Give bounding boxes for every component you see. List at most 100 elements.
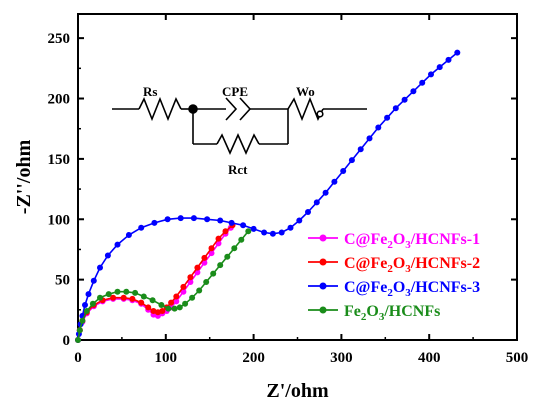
data-point-series-3 xyxy=(217,217,224,224)
data-point-series-3 xyxy=(313,199,320,206)
y-tick-label: 100 xyxy=(48,212,71,228)
data-point-series-4 xyxy=(196,287,203,294)
data-point-series-4 xyxy=(182,300,189,307)
legend-marker-1 xyxy=(319,234,327,242)
data-point-series-4 xyxy=(238,236,245,243)
legend-label-part: 2 xyxy=(387,287,393,299)
data-point-series-3 xyxy=(125,232,132,238)
legend-label-part: 2 xyxy=(387,263,393,275)
data-point-series-3 xyxy=(436,64,443,71)
y-tick-label: 50 xyxy=(55,273,70,289)
data-point-series-4 xyxy=(224,253,231,260)
data-point-series-3 xyxy=(114,241,121,248)
cpe-label: CPE xyxy=(222,84,248,99)
legend-label-part: /HCNFs-1 xyxy=(410,231,480,248)
data-point-series-3 xyxy=(278,229,285,236)
data-point-series-2 xyxy=(159,308,166,314)
data-point-series-3 xyxy=(164,216,171,223)
legend-label-part: O xyxy=(393,279,405,296)
data-point-series-4 xyxy=(210,270,217,277)
data-point-series-2 xyxy=(145,304,152,311)
data-point-series-4 xyxy=(217,262,224,269)
data-point-series-2 xyxy=(110,294,117,301)
data-point-series-4 xyxy=(158,302,165,308)
legend-label-part: /HCNFs-3 xyxy=(410,279,480,296)
wo-marker xyxy=(316,110,324,118)
x-axis-title: Z'/ohm xyxy=(266,380,329,402)
data-point-series-4 xyxy=(165,305,172,312)
x-tick-label: 200 xyxy=(242,350,265,366)
data-point-series-3 xyxy=(305,209,311,215)
legend-label-part: Fe xyxy=(344,303,361,320)
legend-label-part: /HCNFs xyxy=(383,303,440,320)
data-point-series-3 xyxy=(240,222,247,229)
legend-label-2: C@Fe2O3/HCNFs-2 xyxy=(344,255,480,275)
cpe-element xyxy=(239,97,252,121)
data-point-series-2 xyxy=(215,235,222,242)
legend-marker-2 xyxy=(319,258,327,266)
y-tick-label: 250 xyxy=(48,31,71,47)
y-tick-label: 200 xyxy=(48,92,71,108)
data-point-series-4 xyxy=(189,294,196,301)
legend-label-part: 3 xyxy=(405,263,411,275)
data-point-series-3 xyxy=(250,225,257,232)
rs-resistor xyxy=(138,96,182,122)
x-tick-label: 0 xyxy=(74,350,82,366)
data-point-series-4 xyxy=(123,288,130,295)
data-point-series-3 xyxy=(357,146,364,153)
data-point-series-3 xyxy=(375,124,382,131)
data-point-series-4 xyxy=(132,289,139,296)
equivalent-circuit xyxy=(112,96,367,155)
data-point-series-3 xyxy=(331,178,338,185)
rct-label: Rct xyxy=(228,162,248,177)
legend-label-1: C@Fe2O3/HCNFs-1 xyxy=(344,231,480,251)
data-point-series-3 xyxy=(296,217,303,224)
data-point-series-2 xyxy=(180,283,187,290)
legend: C@Fe2O3/HCNFs-1C@Fe2O3/HCNFs-2C@Fe2O3/HC… xyxy=(308,231,480,323)
data-point-series-3 xyxy=(392,105,399,112)
data-point-series-2 xyxy=(168,299,175,306)
data-point-series-3 xyxy=(269,230,276,237)
legend-label-part: 3 xyxy=(405,239,411,251)
legend-label-part: C@Fe xyxy=(344,255,387,272)
legend-label-3: C@Fe2O3/HCNFs-3 xyxy=(344,279,480,299)
data-point-series-3 xyxy=(228,219,235,226)
data-point-series-2 xyxy=(129,295,136,302)
x-tick-label: 500 xyxy=(506,350,529,366)
data-point-series-3 xyxy=(151,219,158,226)
data-point-series-3 xyxy=(97,264,103,271)
data-point-series-2 xyxy=(194,264,201,271)
data-point-series-3 xyxy=(82,302,88,308)
legend-label-part: C@Fe xyxy=(344,231,387,248)
data-point-series-3 xyxy=(445,56,452,63)
series-line-2 xyxy=(77,224,234,341)
legend-marker-4 xyxy=(319,306,327,314)
data-point-series-4 xyxy=(149,297,156,304)
data-point-series-4 xyxy=(83,308,90,314)
legend-label-part: O xyxy=(393,231,405,248)
series-line-3 xyxy=(77,51,458,341)
data-point-series-4 xyxy=(203,279,210,285)
rct-resistor xyxy=(216,133,260,155)
legend-label-4: Fe2O3/HCNFs xyxy=(344,303,440,323)
data-point-series-4 xyxy=(105,291,112,298)
data-point-series-2 xyxy=(138,299,145,306)
data-point-series-2 xyxy=(222,228,229,235)
data-point-series-3 xyxy=(190,215,197,222)
data-point-series-4 xyxy=(176,304,183,311)
x-tick-label: 400 xyxy=(418,350,441,366)
data-point-series-3 xyxy=(410,88,417,95)
data-point-series-3 xyxy=(261,229,268,236)
data-point-series-1 xyxy=(173,298,180,305)
legend-marker-3 xyxy=(319,282,327,290)
data-point-series-4 xyxy=(97,294,103,301)
data-point-series-3 xyxy=(138,224,145,231)
legend-label-part: O xyxy=(366,303,378,320)
data-point-series-3 xyxy=(348,157,355,164)
data-point-series-3 xyxy=(322,189,329,196)
legend-label-part: 3 xyxy=(405,287,411,299)
legend-label-part: 2 xyxy=(387,239,393,251)
data-point-series-4 xyxy=(76,327,83,334)
data-point-series-3 xyxy=(419,79,426,86)
